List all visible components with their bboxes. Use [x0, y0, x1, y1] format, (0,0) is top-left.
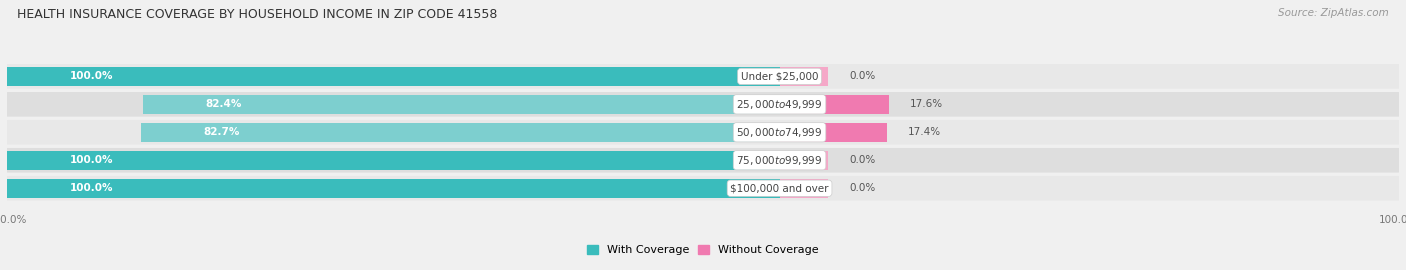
Bar: [779, 95, 889, 114]
Text: 17.4%: 17.4%: [908, 127, 942, 137]
Text: $25,000 to $49,999: $25,000 to $49,999: [737, 98, 823, 111]
Bar: [7, 179, 779, 198]
Text: HEALTH INSURANCE COVERAGE BY HOUSEHOLD INCOME IN ZIP CODE 41558: HEALTH INSURANCE COVERAGE BY HOUSEHOLD I…: [17, 8, 498, 21]
Text: 0.0%: 0.0%: [849, 71, 876, 81]
Bar: [779, 179, 828, 198]
Text: 100.0%: 100.0%: [70, 155, 112, 165]
Text: Source: ZipAtlas.com: Source: ZipAtlas.com: [1278, 8, 1389, 18]
Bar: [7, 151, 779, 170]
Text: $50,000 to $74,999: $50,000 to $74,999: [737, 126, 823, 139]
Legend: With Coverage, Without Coverage: With Coverage, Without Coverage: [582, 241, 824, 260]
Text: 17.6%: 17.6%: [910, 99, 942, 109]
Text: 100.0%: 100.0%: [70, 71, 112, 81]
Bar: [779, 123, 887, 142]
FancyBboxPatch shape: [7, 176, 1399, 201]
Text: $75,000 to $99,999: $75,000 to $99,999: [737, 154, 823, 167]
Text: Under $25,000: Under $25,000: [741, 71, 818, 81]
Bar: [141, 123, 779, 142]
FancyBboxPatch shape: [7, 92, 1399, 117]
Bar: [779, 67, 828, 86]
FancyBboxPatch shape: [7, 148, 1399, 173]
Text: 0.0%: 0.0%: [849, 155, 876, 165]
FancyBboxPatch shape: [7, 120, 1399, 145]
Text: 82.7%: 82.7%: [204, 127, 239, 137]
Bar: [779, 151, 828, 170]
Text: 100.0%: 100.0%: [70, 183, 112, 193]
Bar: [7, 67, 779, 86]
FancyBboxPatch shape: [7, 64, 1399, 89]
Bar: [143, 95, 779, 114]
Text: 82.4%: 82.4%: [205, 99, 242, 109]
Text: $100,000 and over: $100,000 and over: [730, 183, 828, 193]
Text: 0.0%: 0.0%: [849, 183, 876, 193]
